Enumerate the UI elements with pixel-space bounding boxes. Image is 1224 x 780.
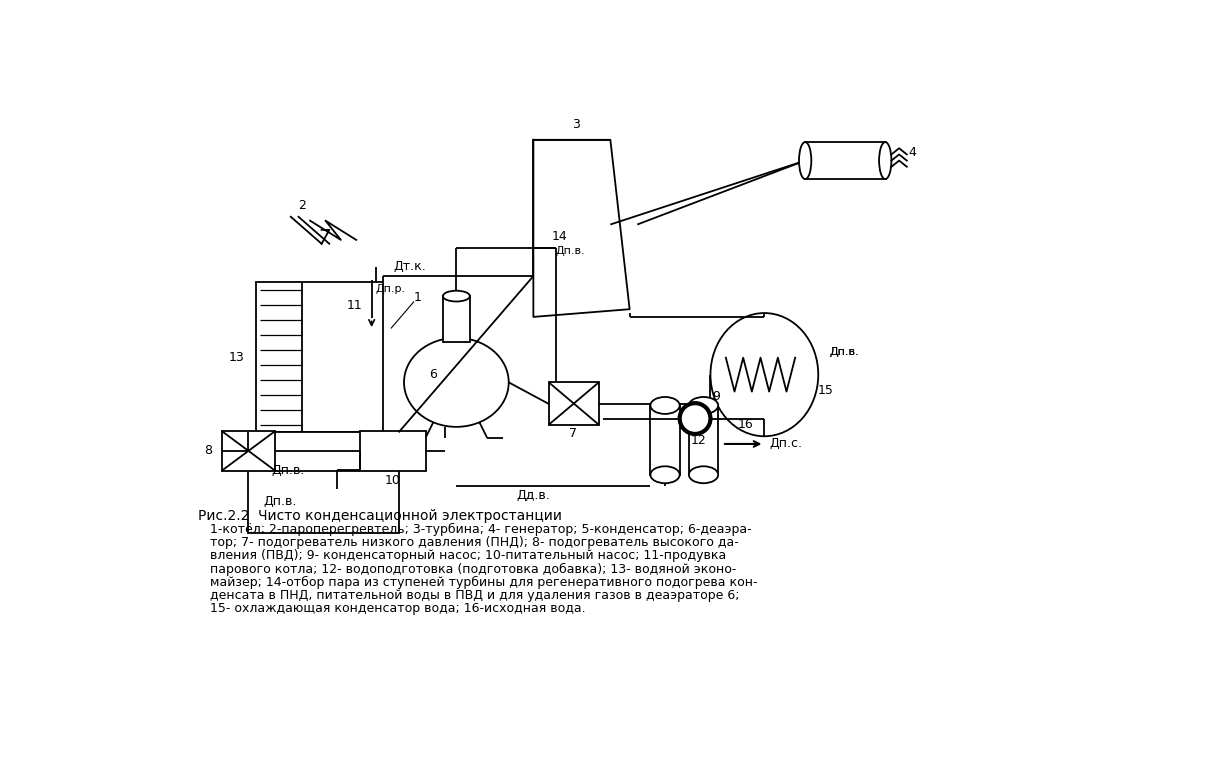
Text: 7: 7 [569, 427, 578, 441]
Text: денсата в ПНД, питательной воды в ПВД и для удаления газов в деаэраторе 6;: денсата в ПНД, питательной воды в ПВД и … [198, 589, 741, 601]
Bar [248, 432, 399, 533]
Ellipse shape [879, 142, 891, 179]
Ellipse shape [404, 338, 509, 427]
Circle shape [679, 403, 710, 434]
Ellipse shape [650, 466, 679, 484]
Text: Дп.в.: Дп.в. [830, 346, 859, 356]
Bar [360, 431, 426, 471]
Text: Дп.в.: Дп.в. [272, 464, 305, 477]
Bar [443, 296, 470, 342]
Text: 1-котёл; 2-пароперегревтель; 3-турбина; 4- генератор; 5-конденсатор; 6-деаэра-: 1-котёл; 2-пароперегревтель; 3-турбина; … [198, 523, 752, 537]
Bar [805, 142, 886, 179]
Text: Дп.с.: Дп.с. [770, 438, 803, 451]
Text: 9: 9 [712, 391, 721, 403]
Text: 12: 12 [692, 434, 706, 447]
Bar [650, 406, 679, 475]
Ellipse shape [443, 291, 470, 302]
Text: 3: 3 [572, 118, 580, 131]
Ellipse shape [799, 142, 812, 179]
Text: 10: 10 [384, 473, 400, 487]
Text: 11: 11 [346, 299, 362, 312]
Text: тор; 7- подогреватель низкого давления (ПНД); 8- подогреватель высокого да-: тор; 7- подогреватель низкого давления (… [198, 537, 739, 549]
Ellipse shape [689, 466, 718, 484]
Text: парового котла; 12- водоподготовка (подготовка добавка); 13- водяной эконо-: парового котла; 12- водоподготовка (подг… [198, 562, 737, 576]
Text: Дд.в.: Дд.в. [517, 489, 551, 502]
Text: Дп.в.: Дп.в. [556, 246, 585, 257]
Text: Дп.в.: Дп.в. [264, 495, 297, 509]
Text: Рис.2.2  Чисто конденсационной электростанции: Рис.2.2 Чисто конденсационной электроста… [198, 509, 562, 523]
Text: 15: 15 [818, 384, 834, 396]
Text: вления (ПВД); 9- конденсаторный насос; 10-питательный насос; 11-продувка: вления (ПВД); 9- конденсаторный насос; 1… [198, 549, 727, 562]
Text: 8: 8 [204, 445, 212, 457]
Text: 4: 4 [908, 147, 916, 159]
Text: 14: 14 [552, 229, 568, 243]
Text: 13: 13 [229, 351, 245, 364]
Bar [689, 406, 718, 475]
Text: 15- охлаждающая конденсатор вода; 16-исходная вода.: 15- охлаждающая конденсатор вода; 16-исх… [198, 602, 586, 615]
Polygon shape [534, 140, 629, 317]
Ellipse shape [650, 397, 679, 414]
Ellipse shape [689, 397, 718, 414]
Ellipse shape [710, 313, 819, 436]
Text: 6: 6 [430, 368, 437, 381]
Bar [548, 382, 599, 424]
Text: Дп.р.: Дп.р. [376, 284, 405, 294]
Text: Дт.к.: Дт.к. [394, 261, 426, 273]
Bar [222, 431, 275, 471]
Text: майзер; 14-отбор пара из ступеней турбины для регенеративного подогрева кон-: майзер; 14-отбор пара из ступеней турбин… [198, 576, 758, 589]
Text: 16: 16 [737, 418, 753, 431]
Bar [256, 282, 383, 432]
Text: Дп.в.: Дп.в. [830, 346, 859, 356]
Text: 2: 2 [299, 199, 306, 211]
Text: 1: 1 [414, 291, 422, 304]
